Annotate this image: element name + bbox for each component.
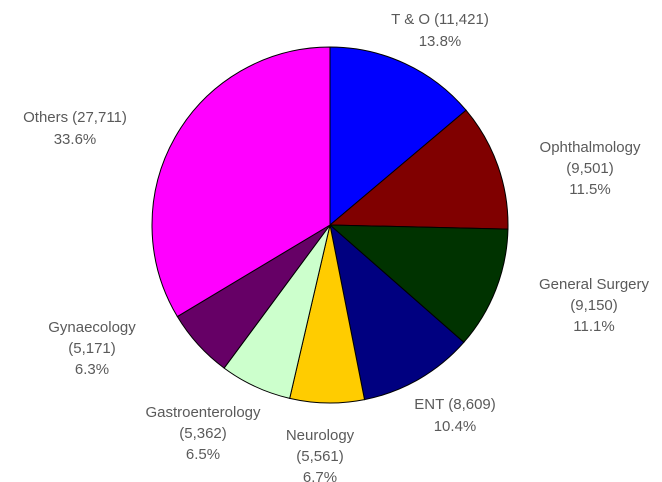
slice-label: Gynaecology [48, 319, 136, 336]
value-label: (9,150) [570, 297, 618, 314]
value-label: (9,501) [566, 160, 614, 177]
pie-slice [329, 46, 467, 227]
value-label: (5,561) [296, 448, 344, 465]
slice-label: Gastroenterology [145, 404, 261, 421]
pie-slice [151, 46, 331, 318]
pie-slice [328, 224, 509, 344]
percent-label: 11.1% [573, 318, 614, 335]
value-label: (5,171) [68, 340, 116, 357]
percent-label: 6.3% [75, 361, 109, 378]
percent-label: 6.5% [186, 446, 220, 463]
category-name: Neurology [286, 427, 355, 444]
value-label: (8,609) [448, 396, 496, 413]
category-name: Ophthalmology [540, 139, 641, 156]
slice-label: T & O (11,421) [391, 11, 489, 28]
slice-label: ENT (8,609) [414, 396, 496, 413]
category-name: Others [23, 109, 68, 126]
pie-slice [328, 109, 509, 230]
slice-label: Neurology [286, 427, 355, 444]
pie-slice [329, 223, 465, 401]
category-name: Gynaecology [48, 319, 136, 336]
category-name: T & O [391, 11, 430, 28]
category-name: Gastroenterology [145, 404, 261, 421]
slice-label: Ophthalmology [540, 139, 641, 156]
value-label: (27,711) [72, 109, 127, 126]
value-label: (11,421) [434, 11, 489, 28]
category-name: ENT [414, 396, 444, 413]
slice-label: General Surgery [539, 276, 650, 293]
percent-label: 13.8% [419, 33, 462, 50]
percent-label: 33.6% [54, 131, 97, 148]
slice-label: Others (27,711) [23, 109, 127, 126]
percent-label: 6.7% [303, 469, 337, 482]
value-label: (5,362) [179, 425, 227, 442]
category-name: General Surgery [539, 276, 650, 293]
percent-label: 10.4% [434, 418, 477, 435]
percent-label: 11.5% [569, 181, 610, 198]
